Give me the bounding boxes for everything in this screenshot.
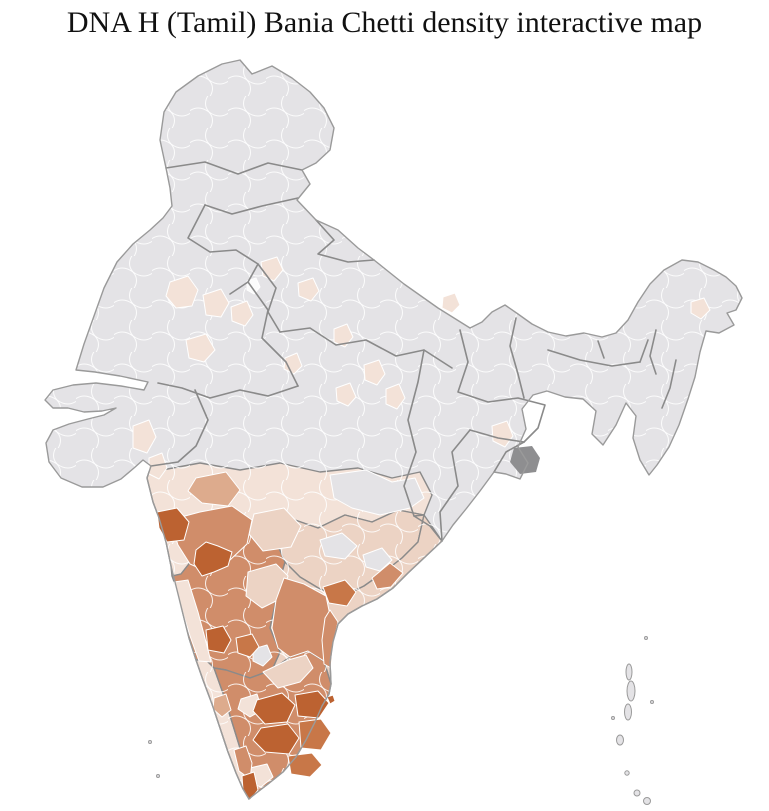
delhi-pocket <box>246 277 261 295</box>
district-verylow-patch <box>363 359 386 386</box>
district-verylow-patch <box>491 420 514 448</box>
district-verylow-patch <box>202 288 230 318</box>
district-high-patch <box>294 690 330 719</box>
district-verylow-patch <box>165 275 199 309</box>
district-high-patch <box>205 625 232 654</box>
district-medium-patch <box>233 745 253 780</box>
district-verylow-patch <box>690 297 711 320</box>
district-verylow-patch <box>230 300 254 327</box>
district-mediumlow-patch <box>187 471 241 507</box>
district-mediumhigh-patch <box>235 633 260 658</box>
district-low-patch <box>262 654 314 689</box>
district-mediumhigh-patch <box>322 579 357 607</box>
district-medium-patch <box>371 562 404 590</box>
district-nodata-patch <box>319 532 358 560</box>
small-island <box>650 700 654 704</box>
andaman-island <box>625 663 633 681</box>
district-verylow-patch <box>132 419 157 454</box>
andaman-island <box>616 734 624 746</box>
sundarbans-delta <box>510 446 540 474</box>
andaman-island <box>624 703 632 721</box>
district-high-patch <box>326 694 336 705</box>
andaman-island <box>626 680 636 702</box>
district-verylow-patch <box>441 292 461 314</box>
district-high-patch <box>252 723 300 755</box>
page-title: DNA H (Tamil) Bania Chetti density inter… <box>66 6 703 39</box>
district-mediumhigh-patch <box>298 718 332 751</box>
district-verylow-patch <box>335 382 357 407</box>
district-verylow-patch <box>333 323 354 348</box>
island-chains <box>148 636 654 805</box>
district-nodata-patch <box>362 547 393 572</box>
district-nodata-patch <box>252 644 273 667</box>
district-high-patch <box>156 507 190 543</box>
lakshadweep-island <box>148 740 152 744</box>
scattered-verylow-districts[interactable] <box>132 256 711 480</box>
small-island <box>611 716 615 720</box>
district-verylow-patch <box>385 383 406 410</box>
district-high-patch <box>252 692 296 725</box>
district-nodata-patch <box>329 469 425 516</box>
nicobar-island <box>643 797 651 805</box>
district-high-patch <box>193 541 233 577</box>
district-mediumhigh-patch <box>287 752 323 778</box>
nicobar-island <box>633 789 641 797</box>
small-island <box>644 636 648 640</box>
state-borders <box>150 161 677 542</box>
district-verylow-patch <box>297 277 320 302</box>
lakshadweep-island <box>156 774 160 778</box>
district-verylow-patch <box>185 333 216 363</box>
nicobar-island <box>624 770 630 776</box>
